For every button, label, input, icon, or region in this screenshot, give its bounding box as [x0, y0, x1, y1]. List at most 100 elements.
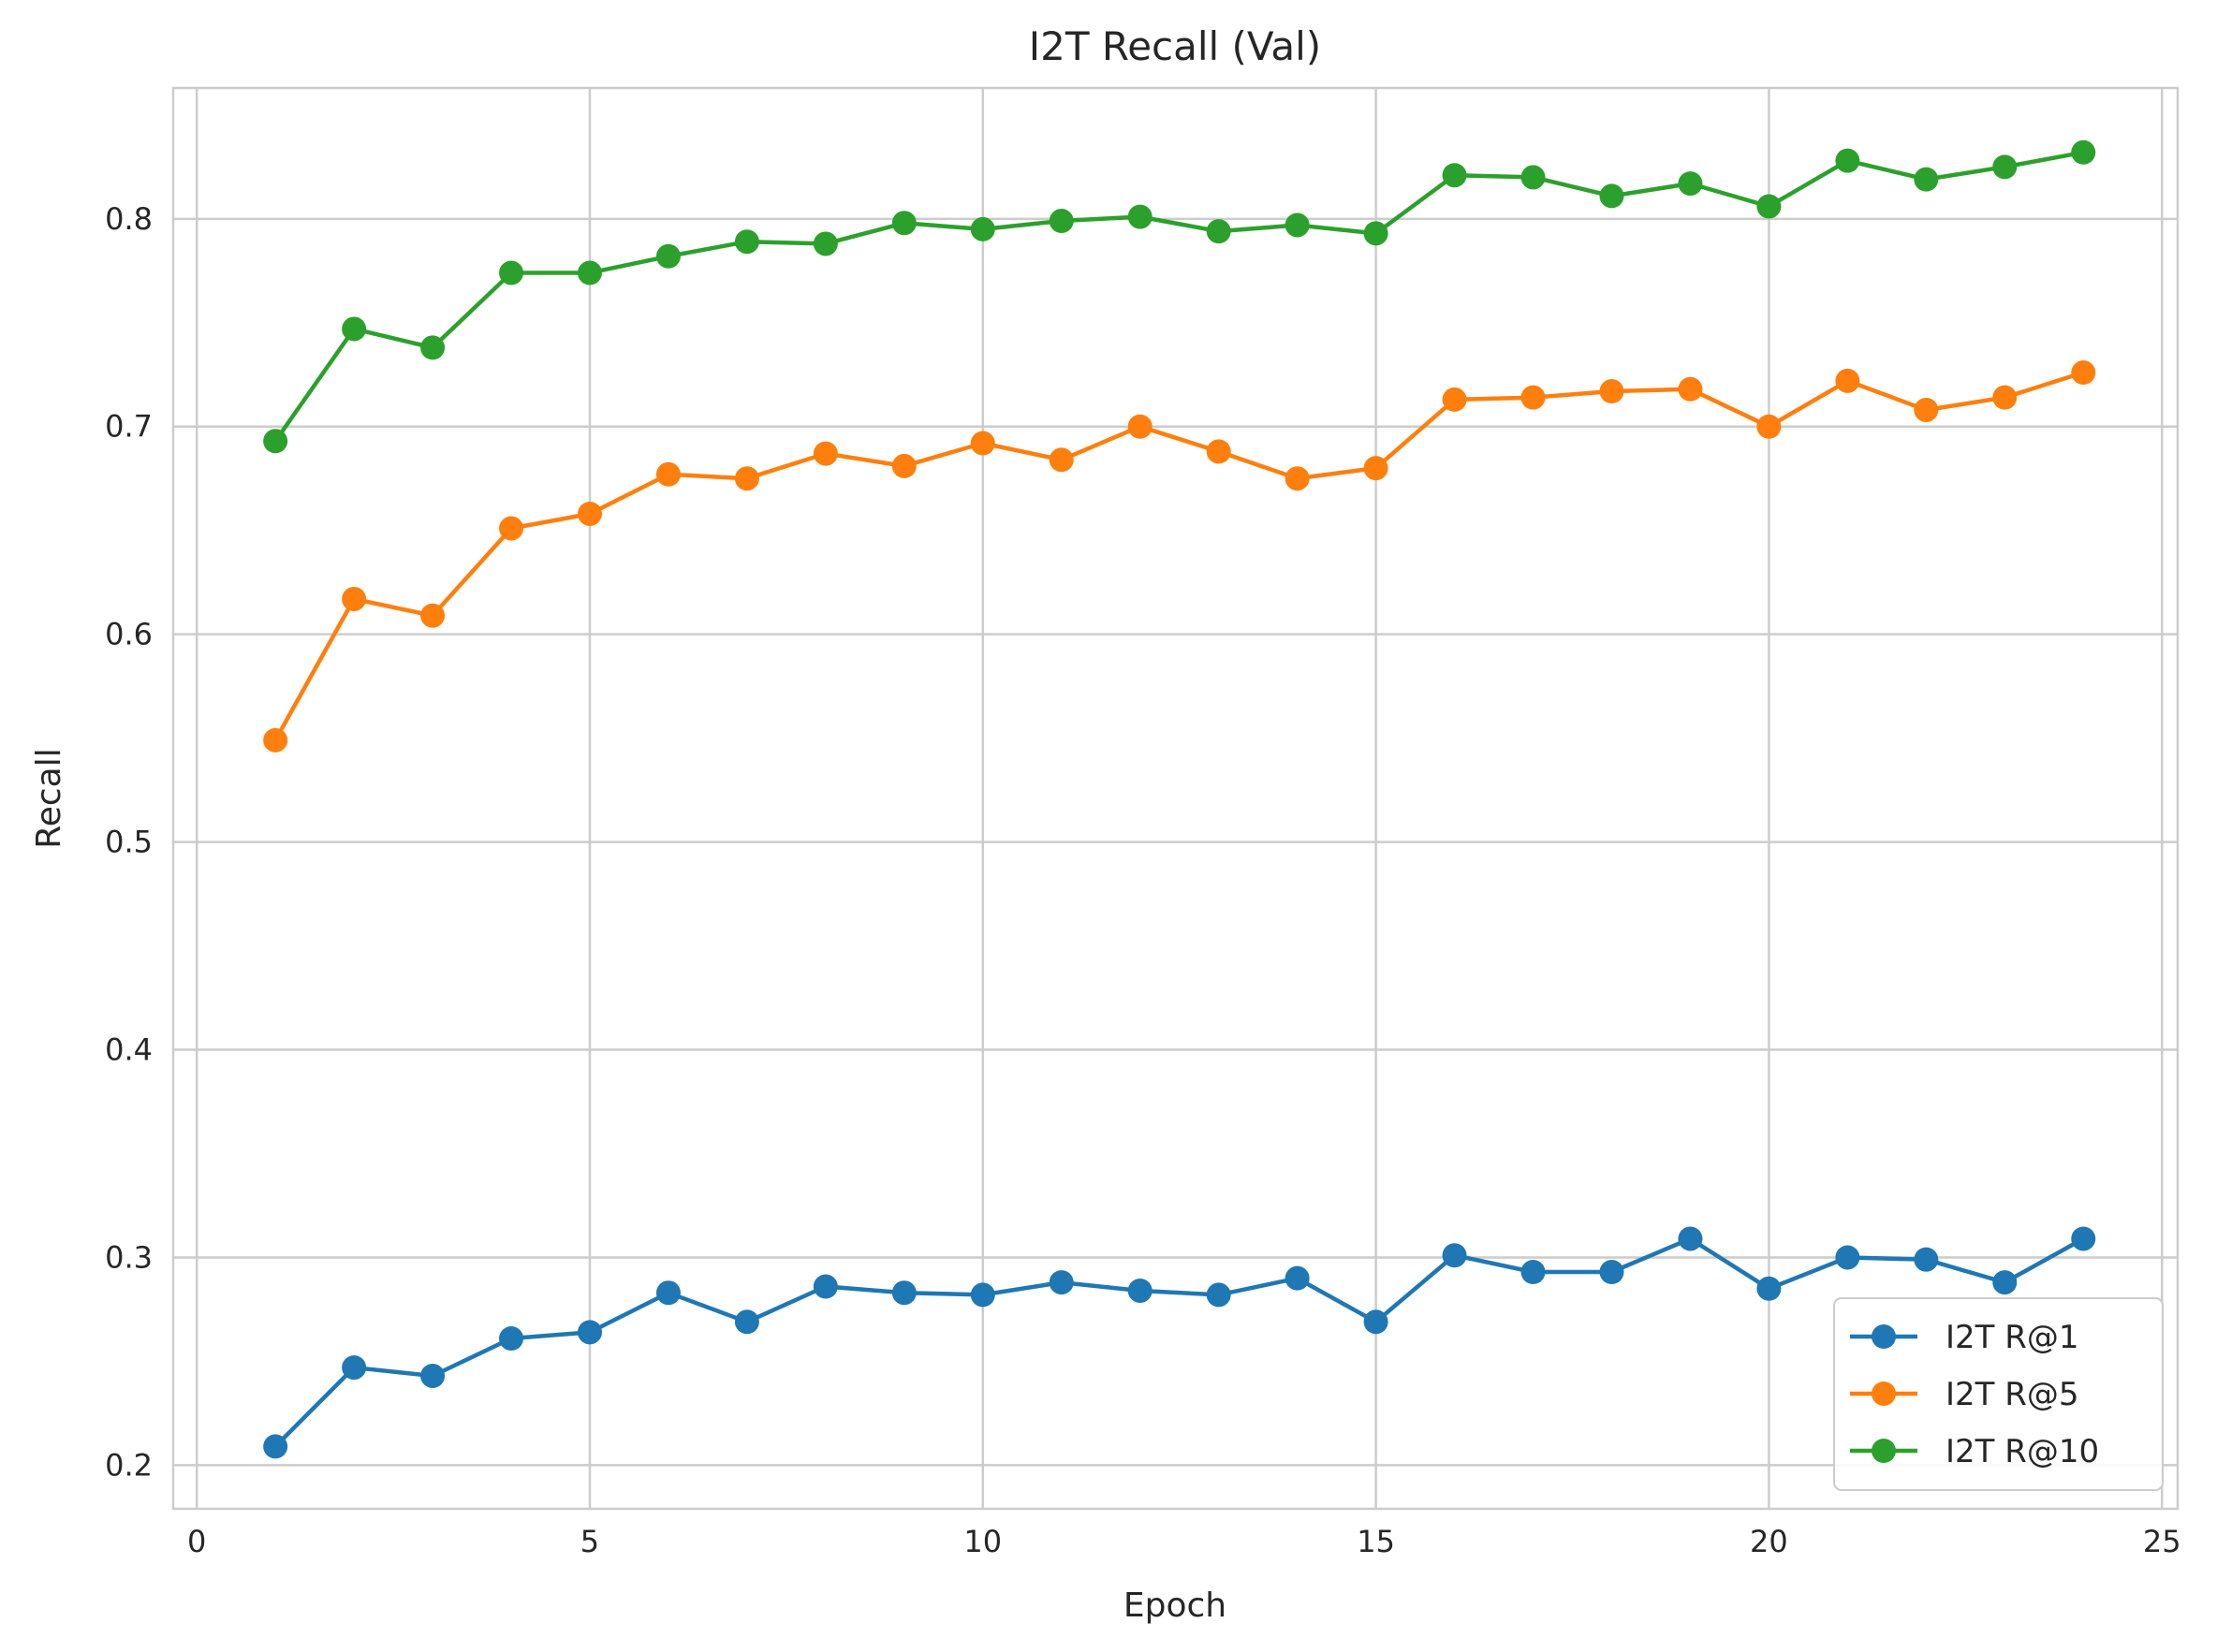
- legend-label: I2T R@1: [1945, 1319, 2079, 1356]
- data-point: [734, 1309, 759, 1335]
- series-2: [263, 360, 2096, 753]
- data-point: [655, 461, 681, 487]
- data-point: [499, 516, 524, 541]
- series-line: [273, 150, 2084, 443]
- chart-title: I2T Recall (Val): [1029, 23, 1321, 69]
- data-point: [891, 453, 917, 478]
- data-point: [499, 260, 524, 285]
- data-point: [1756, 414, 1782, 439]
- legend-marker: [1872, 1439, 1896, 1463]
- data-point: [1049, 1270, 1074, 1295]
- series-line: [273, 1236, 2085, 1448]
- data-point: [1678, 376, 1703, 402]
- y-tick-label: 0.4: [105, 1032, 153, 1068]
- y-tick-label: 0.2: [105, 1447, 153, 1483]
- data-point: [1992, 385, 2018, 410]
- data-point: [1363, 1309, 1388, 1335]
- grid-lines: [173, 88, 2178, 1509]
- data-point: [420, 335, 446, 360]
- x-axis-label: Epoch: [1123, 1586, 1226, 1625]
- data-point: [891, 1280, 917, 1306]
- data-point: [577, 260, 602, 285]
- data-point: [342, 316, 367, 342]
- y-axis-label: Recall: [30, 748, 68, 848]
- data-point: [1835, 148, 1860, 173]
- data-point: [655, 1280, 681, 1306]
- data-point: [813, 441, 838, 466]
- data-point: [1127, 204, 1153, 229]
- x-tick-label: 0: [187, 1524, 206, 1559]
- legend-label: I2T R@10: [1945, 1433, 2099, 1470]
- legend-label: I2T R@5: [1945, 1376, 2079, 1413]
- data-point: [1992, 154, 2018, 180]
- data-point: [970, 431, 995, 456]
- data-point: [1914, 1247, 1939, 1272]
- legend-item: I2T R@5: [1850, 1376, 2079, 1413]
- data-point: [1599, 379, 1624, 404]
- data-point: [655, 243, 681, 269]
- data-point: [1049, 209, 1074, 234]
- data-point: [1285, 1265, 1310, 1291]
- data-point: [1835, 1245, 1860, 1270]
- data-point: [1835, 368, 1860, 393]
- data-point: [1520, 1260, 1546, 1284]
- data-point: [342, 586, 367, 611]
- data-point: [1756, 1276, 1782, 1301]
- data-point: [2071, 139, 2096, 165]
- data-point: [263, 429, 288, 454]
- legend-box: [1833, 1297, 2164, 1491]
- data-point: [1520, 385, 1546, 410]
- legend-item: I2T R@1: [1850, 1319, 2079, 1356]
- y-tick-label: 0.7: [105, 409, 153, 445]
- y-tick-label: 0.5: [105, 825, 153, 860]
- data-point: [1678, 171, 1703, 197]
- x-tick-label: 20: [1750, 1524, 1788, 1559]
- data-point: [1285, 212, 1310, 238]
- data-point: [1442, 1243, 1467, 1268]
- data-series: [263, 139, 2096, 1459]
- legend-marker: [1872, 1382, 1896, 1406]
- data-point: [1285, 466, 1310, 491]
- data-point: [1756, 194, 1782, 219]
- data-point: [1599, 183, 1624, 209]
- data-point: [1363, 456, 1388, 481]
- data-point: [420, 1363, 446, 1388]
- x-tick-label: 5: [580, 1524, 599, 1559]
- data-point: [1206, 1282, 1231, 1308]
- data-point: [420, 603, 446, 628]
- data-point: [1206, 439, 1231, 464]
- y-tick-label: 0.6: [105, 617, 153, 652]
- data-point: [499, 1326, 524, 1352]
- data-point: [1127, 1278, 1153, 1303]
- data-point: [1678, 1226, 1703, 1251]
- x-tick-label: 15: [1357, 1524, 1395, 1559]
- data-point: [1442, 163, 1467, 188]
- data-point: [577, 501, 602, 526]
- legend: I2T R@1 I2T R@5 I2T R@10: [1833, 1297, 2164, 1491]
- data-point: [813, 231, 838, 256]
- data-point: [813, 1274, 838, 1299]
- data-point: [970, 1282, 995, 1308]
- y-tick-label: 0.3: [105, 1239, 153, 1275]
- data-point: [1049, 447, 1074, 473]
- data-point: [734, 229, 759, 255]
- data-point: [2071, 1226, 2096, 1251]
- legend-item: I2T R@10: [1850, 1433, 2099, 1470]
- y-axis-ticks: 0.2 0.3 0.4 0.5 0.6 0.7 0.8: [105, 201, 153, 1484]
- data-point: [263, 727, 288, 753]
- data-point: [970, 216, 995, 241]
- data-point: [1520, 165, 1546, 190]
- y-tick-label: 0.8: [105, 201, 153, 237]
- data-point: [1914, 397, 1939, 422]
- plot-frame: [171, 86, 2180, 1511]
- data-point: [342, 1355, 367, 1381]
- data-point: [263, 1434, 288, 1459]
- data-point: [1127, 414, 1153, 439]
- data-point: [1914, 167, 1939, 192]
- series-3: [263, 139, 2096, 454]
- data-point: [577, 1320, 602, 1345]
- legend-marker: [1872, 1324, 1896, 1349]
- data-point: [891, 211, 917, 236]
- data-point: [734, 466, 759, 491]
